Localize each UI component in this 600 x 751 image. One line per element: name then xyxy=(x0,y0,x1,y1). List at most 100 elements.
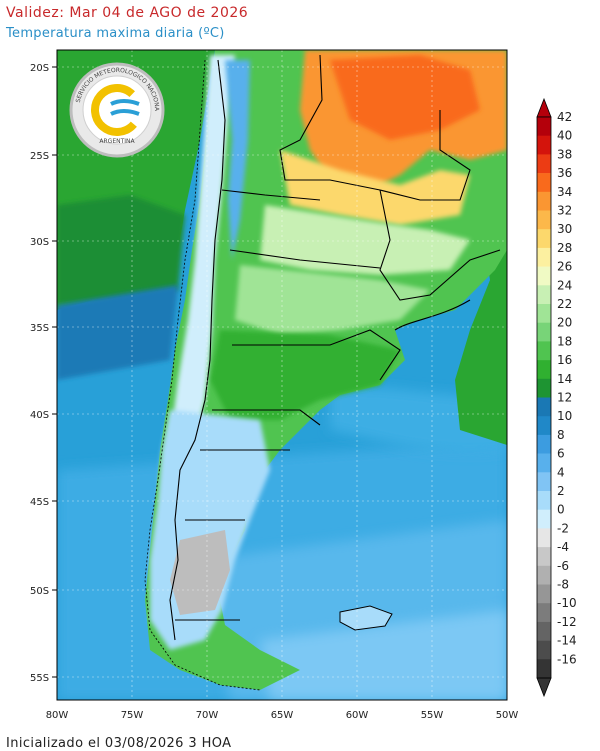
lon-label: 50W xyxy=(496,710,519,721)
lon-label: 55W xyxy=(421,710,444,721)
colorbar-label: -4 xyxy=(557,540,569,554)
colorbar-label: 0 xyxy=(557,503,565,517)
lat-label: 25S xyxy=(30,151,49,162)
colorbar-swatch xyxy=(537,603,551,623)
colorbar-label: 12 xyxy=(557,391,572,405)
lon-label: 75W xyxy=(121,710,144,721)
colorbar-label: 2 xyxy=(557,484,565,498)
colorbar-label: 42 xyxy=(557,110,572,124)
colorbar-swatch xyxy=(537,547,551,567)
colorbar-label: -16 xyxy=(557,652,577,666)
warm-region-30 xyxy=(280,150,470,225)
country-borders xyxy=(169,54,501,641)
colorbar-label: 28 xyxy=(557,241,572,255)
colorbar-swatch xyxy=(537,173,551,193)
colorbar-swatch xyxy=(537,640,551,660)
region-24 xyxy=(260,205,470,275)
colorbar-swatch xyxy=(537,229,551,249)
lat-label: 45S xyxy=(30,497,49,508)
andes-puna-region xyxy=(225,60,250,260)
chile-coastline xyxy=(144,59,261,691)
map-subtitle: Temperatura maxima diaria (ºC) xyxy=(6,26,225,41)
colorbar-swatch xyxy=(537,154,551,174)
lon-label: 80W xyxy=(46,710,69,721)
colorbar-min-arrow xyxy=(536,677,552,698)
colorbar-swatch xyxy=(537,453,551,473)
colorbar-swatch xyxy=(537,659,551,679)
logo-country-text: ARGENTINA xyxy=(99,138,135,145)
map-panel: SERVICIO METEOROLOGICO NACIONAL ARGENTIN… xyxy=(57,50,507,700)
colorbar-label: 8 xyxy=(557,428,565,442)
colorbar-label: 22 xyxy=(557,297,572,311)
map-grid xyxy=(57,50,507,700)
colorbar-swatch xyxy=(537,584,551,604)
colorbar-label: 38 xyxy=(557,147,572,161)
colorbar-swatch xyxy=(537,434,551,454)
colorbar-label: 34 xyxy=(557,185,572,199)
lat-label: 30S xyxy=(30,237,49,248)
map-frame xyxy=(56,49,508,701)
colorbar-swatch xyxy=(537,360,551,380)
colorbar-swatch xyxy=(537,565,551,585)
patagonia-subzero-region xyxy=(170,530,230,615)
colorbar-label: 30 xyxy=(557,222,572,236)
colorbar-swatch xyxy=(537,191,551,211)
lon-label: 70W xyxy=(196,710,219,721)
colorbar-label: 6 xyxy=(557,447,565,461)
colorbar-label: -12 xyxy=(557,615,577,629)
colorbar-swatch xyxy=(537,285,551,305)
lat-label: 50S xyxy=(30,586,49,597)
smn-logo: SERVICIO METEOROLOGICO NACIONAL ARGENTIN… xyxy=(69,62,165,158)
colorbar-label: 4 xyxy=(557,465,565,479)
colorbar-swatch xyxy=(537,210,551,230)
pacific-band-12 xyxy=(57,285,178,380)
colorbar-swatch xyxy=(537,266,551,286)
region-16 xyxy=(210,330,400,420)
pacific-mid-region xyxy=(57,195,185,305)
colorbar-swatch xyxy=(537,397,551,417)
region-22 xyxy=(235,265,430,335)
lon-label: 60W xyxy=(346,710,369,721)
colorbar-label: -10 xyxy=(557,596,577,610)
colorbar-swatch xyxy=(537,247,551,267)
lat-label: 40S xyxy=(30,410,49,421)
colorbar-label: 26 xyxy=(557,260,572,274)
colorbar-swatch xyxy=(537,528,551,548)
map-title: Validez: Mar 04 de AGO de 2026 xyxy=(6,5,249,21)
colorbar-label: -8 xyxy=(557,578,569,592)
colorbar-label: 18 xyxy=(557,334,572,348)
colorbar-swatch xyxy=(537,509,551,529)
colorbar-label: 32 xyxy=(557,204,572,218)
init-timestamp: Inicializado el 03/08/2026 3 HOA xyxy=(6,736,232,751)
andes-cold-strip xyxy=(170,55,235,470)
colorbar-swatch xyxy=(537,621,551,641)
warm-region-36 xyxy=(330,55,480,140)
colorbar-label: -2 xyxy=(557,521,569,535)
logo-wave xyxy=(110,99,140,106)
colorbar-label: 24 xyxy=(557,278,572,292)
colorbar-label: -14 xyxy=(557,634,577,648)
colorbar-frame xyxy=(536,116,552,679)
ocean-band-4 xyxy=(260,610,507,700)
colorbar-swatch xyxy=(537,117,551,136)
falkland-islands xyxy=(339,605,393,631)
colorbar-label: 14 xyxy=(557,372,572,386)
colorbar-label: 40 xyxy=(557,129,572,143)
lat-label: 55S xyxy=(30,673,49,684)
lon-label: 65W xyxy=(271,710,294,721)
colorbar-swatch xyxy=(537,322,551,342)
colorbar-swatch xyxy=(537,378,551,398)
colorbar-swatch xyxy=(537,491,551,510)
colorbar-swatch xyxy=(537,135,551,155)
colorbar-swatch xyxy=(537,341,551,361)
colorbar-label: 36 xyxy=(557,166,572,180)
longitude-axis: 80W 75W 70W 65W 60W 55W 50W xyxy=(46,710,519,721)
lat-label: 35S xyxy=(30,323,49,334)
colorbar-swatch xyxy=(537,416,551,436)
latitude-axis: 20S 25S 30S 35S 40S 45S 50S 55S xyxy=(30,63,57,684)
colorbar-label: 16 xyxy=(557,353,572,367)
colorbar-max-arrow xyxy=(536,97,552,118)
colorbar-swatch xyxy=(537,472,551,492)
colorbar-label: 10 xyxy=(557,409,572,423)
